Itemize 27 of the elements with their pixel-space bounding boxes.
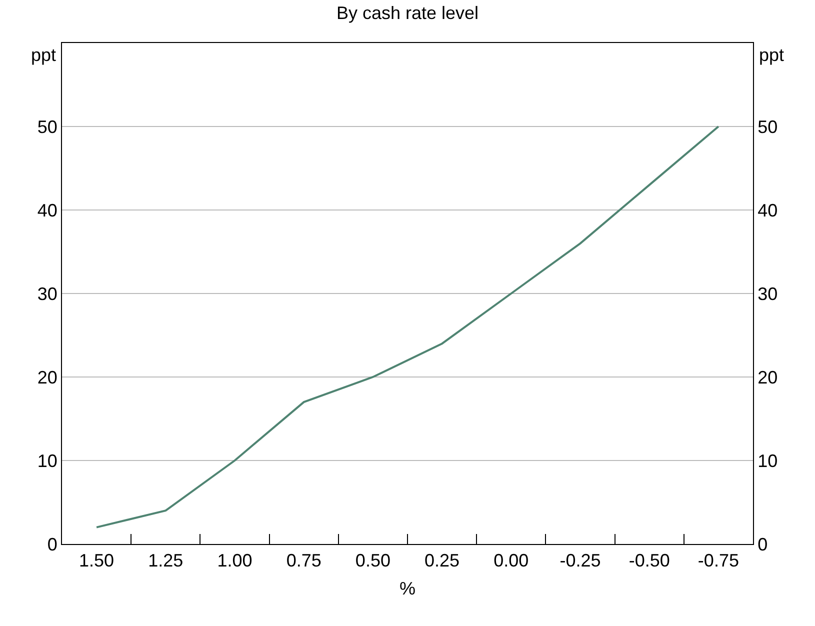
y2-tick-label: 30 — [758, 284, 778, 304]
x-tick-label: 1.50 — [79, 550, 114, 571]
y-tick-label: 50 — [37, 116, 58, 137]
y-tick-label: 20 — [37, 367, 58, 388]
y2-axis-title: ppt — [759, 45, 784, 65]
y2-tick-label: 20 — [758, 367, 778, 388]
x-tick-label: 1.25 — [148, 550, 184, 571]
y-tick-label: 0 — [47, 534, 58, 554]
x-tick-label: -0.50 — [628, 550, 670, 571]
x-tick-label: 0.00 — [494, 550, 529, 571]
x-axis-title: % — [399, 578, 416, 599]
y-axis-title: ppt — [31, 45, 56, 65]
y2-tick-label: 0 — [758, 534, 768, 554]
y2-tick-label: 40 — [758, 200, 778, 220]
x-tick-label: 0.50 — [355, 550, 390, 571]
x-tick-label: 0.25 — [424, 550, 460, 571]
x-tick-label: -0.75 — [698, 550, 739, 571]
y-tick-label: 40 — [37, 200, 58, 220]
line-series — [96, 126, 720, 528]
y-tick-label: 30 — [37, 284, 58, 304]
y2-tick-label: 10 — [758, 450, 778, 471]
y-tick-label: 10 — [37, 450, 58, 471]
x-tick-label: 1.00 — [217, 550, 252, 571]
chart-title: By cash rate level — [336, 2, 479, 23]
x-tick-label: 0.75 — [286, 550, 322, 571]
y2-tick-label: 50 — [758, 116, 778, 137]
x-tick-label: -0.25 — [560, 550, 601, 571]
